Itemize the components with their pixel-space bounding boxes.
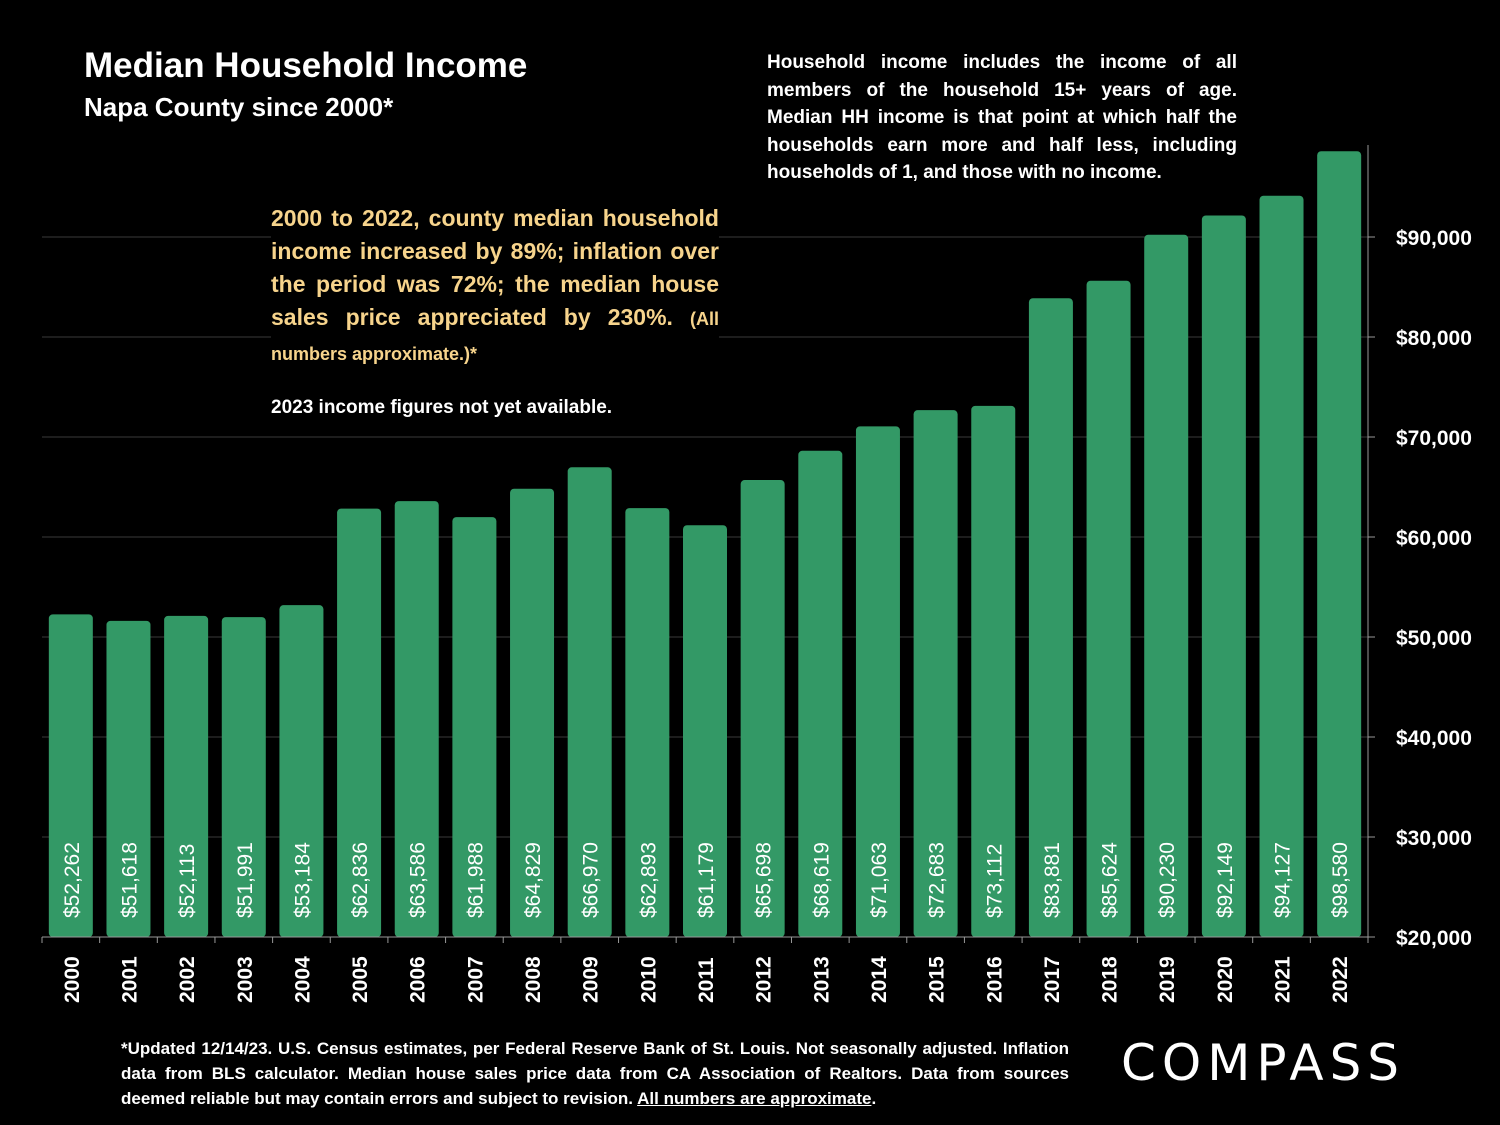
bar-value-labels: $52,262 $51,618 $52,113 $51,991 $53,184 $62,8… xyxy=(61,842,1352,918)
highlight-main: 2000 to 2022, county median household in… xyxy=(271,205,719,330)
bar-2018 xyxy=(1086,280,1131,937)
bars xyxy=(48,151,1362,938)
bar-2009 xyxy=(567,467,612,937)
bar-2002 xyxy=(164,615,209,937)
definition-note: Household income includes the income of … xyxy=(767,52,1237,183)
x-tick-label: 2014 xyxy=(868,956,891,1003)
bar-value-label: $66,970 xyxy=(580,842,603,918)
x-tick-label: 2017 xyxy=(1041,956,1064,1003)
bar-value-label: $61,179 xyxy=(695,842,718,918)
footnote-end: . xyxy=(871,1089,877,1108)
bar-2019 xyxy=(1144,234,1189,937)
bar-2021 xyxy=(1259,195,1304,938)
y-tick-label: $80,000 xyxy=(1396,327,1472,350)
x-tick-label: 2012 xyxy=(753,956,776,1003)
x-tick-label: 2008 xyxy=(522,956,545,1003)
highlight-callout: 2000 to 2022, county median household in… xyxy=(271,202,719,371)
y-tick-label: $30,000 xyxy=(1396,827,1472,850)
bar-value-label: $52,113 xyxy=(176,844,199,918)
x-tick-label: 2004 xyxy=(291,956,314,1003)
x-tick-label: 2001 xyxy=(118,956,141,1003)
bar-2017 xyxy=(1028,298,1073,937)
x-tick-label: 2020 xyxy=(1214,956,1237,1003)
bar-value-label: $51,991 xyxy=(234,842,257,918)
bar-value-label: $53,184 xyxy=(291,842,314,918)
chart-title: Median Household Income xyxy=(84,46,528,85)
bar-value-label: $98,580 xyxy=(1329,842,1352,918)
x-tick-label: 2009 xyxy=(580,956,603,1003)
bar-value-label: $51,618 xyxy=(118,842,141,918)
compass-logo: COMPASS xyxy=(1121,1034,1406,1092)
x-tick-label: 2019 xyxy=(1156,956,1179,1003)
bar-value-label: $73,112 xyxy=(983,844,1006,918)
y-tick-label: $20,000 xyxy=(1396,927,1472,950)
bar-value-label: $64,829 xyxy=(522,842,545,918)
bar-value-label: $71,063 xyxy=(868,842,891,918)
x-tick-label: 2016 xyxy=(983,956,1006,1003)
y-tick-label: $50,000 xyxy=(1396,627,1472,650)
y-tick-label: $60,000 xyxy=(1396,527,1472,550)
bar-value-label: $68,619 xyxy=(810,842,833,918)
bar-value-label: $62,893 xyxy=(637,842,660,918)
bar-2013 xyxy=(798,450,843,937)
bar-value-label: $90,230 xyxy=(1156,842,1179,918)
bar-value-label: $94,127 xyxy=(1272,842,1295,918)
bar-value-label: $52,262 xyxy=(61,842,84,918)
bar-value-label: $62,836 xyxy=(349,842,372,918)
x-tick-label: 2010 xyxy=(637,956,660,1003)
x-tick-label: 2002 xyxy=(176,956,199,1003)
bar-value-label: $72,683 xyxy=(926,842,949,918)
x-tick-label: 2011 xyxy=(695,957,718,1003)
y-tick-label: $40,000 xyxy=(1396,727,1472,750)
footnote: *Updated 12/14/23. U.S. Census estimates… xyxy=(121,1036,1069,1111)
x-tick-label: 2005 xyxy=(349,956,372,1003)
bar-value-label: $83,881 xyxy=(1041,842,1064,918)
bar-2004 xyxy=(279,605,324,937)
y-tick-label: $70,000 xyxy=(1396,427,1472,450)
bar-2005 xyxy=(337,508,382,937)
chart-subtitle: Napa County since 2000* xyxy=(84,92,394,122)
bar-2012 xyxy=(740,480,785,937)
bar-2016 xyxy=(971,405,1016,937)
bar-2000 xyxy=(48,614,93,937)
x-tick-label: 2006 xyxy=(407,956,430,1003)
footnote-approximate-link: All numbers are approximate xyxy=(637,1089,872,1108)
bar-2006 xyxy=(394,501,439,937)
bar-2010 xyxy=(625,508,670,937)
x-tick-label: 2003 xyxy=(234,956,257,1003)
x-tick-label: 2007 xyxy=(464,956,487,1003)
bar-value-label: $92,149 xyxy=(1214,842,1237,918)
footnote-text: *Updated 12/14/23. U.S. Census estimates… xyxy=(121,1039,1069,1108)
bar-2011 xyxy=(683,525,727,937)
x-tick-label: 2013 xyxy=(810,956,833,1003)
bar-value-label: $63,586 xyxy=(407,842,430,918)
bar-value-label: $85,624 xyxy=(1099,842,1122,918)
y-tick-label: $90,000 xyxy=(1396,227,1472,250)
bar-2001 xyxy=(106,620,151,937)
highlight-approx-note: (All numbers approximate.)* xyxy=(271,309,719,364)
x-tick-label: 2000 xyxy=(61,956,84,1003)
bar-value-label: $61,988 xyxy=(464,842,487,918)
bar-2020 xyxy=(1201,215,1246,937)
bar-2014 xyxy=(855,426,900,937)
x-tick-label: 2022 xyxy=(1329,956,1352,1003)
bar-value-label: $65,698 xyxy=(753,842,776,918)
x-tick-label: 2018 xyxy=(1099,956,1122,1003)
bar-2003 xyxy=(221,617,266,937)
bar-2015 xyxy=(913,410,958,937)
axes: $20,000 $30,000 $40,000 $50,000 $60,000 $70,0… xyxy=(41,145,1472,1003)
bar-2007 xyxy=(452,517,497,937)
availability-note: 2023 income figures not yet available. xyxy=(271,397,613,418)
x-tick-label: 2015 xyxy=(926,956,949,1003)
bar-2008 xyxy=(510,488,555,937)
x-tick-label: 2021 xyxy=(1272,956,1295,1003)
bar-2022 xyxy=(1317,151,1362,937)
